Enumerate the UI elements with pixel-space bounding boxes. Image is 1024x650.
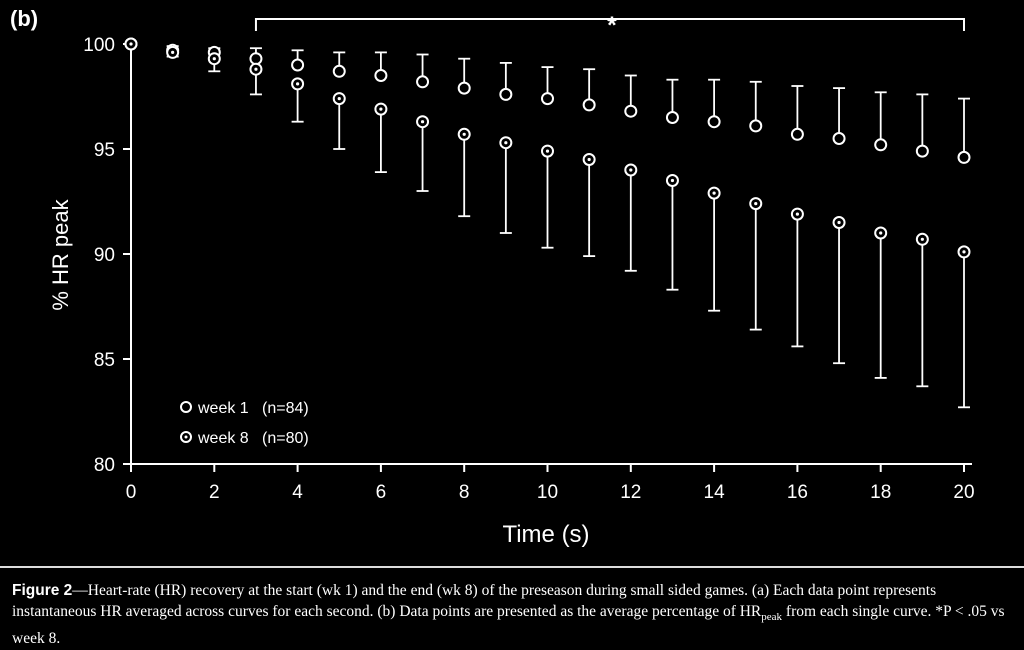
y-axis-label: % HR peak xyxy=(48,198,73,310)
legend-marker xyxy=(180,401,192,413)
data-point-dot xyxy=(420,120,425,124)
x-tick-label: 2 xyxy=(209,482,220,503)
significance-star: * xyxy=(607,12,617,39)
y-tick-label: 80 xyxy=(94,455,115,476)
data-point-dot xyxy=(254,67,258,71)
data-point xyxy=(416,75,430,89)
data-point-dot xyxy=(754,202,758,206)
data-point xyxy=(957,150,971,164)
x-tick-label: 18 xyxy=(870,482,891,503)
x-tick-label: 12 xyxy=(620,482,641,503)
data-point xyxy=(291,58,305,72)
x-tick-label: 20 xyxy=(953,482,974,503)
x-tick-label: 4 xyxy=(292,482,303,503)
data-point xyxy=(499,87,513,101)
data-point-dot xyxy=(670,178,675,183)
caption-figure-label: Figure 2 xyxy=(12,582,73,599)
data-point-dot xyxy=(129,42,133,46)
data-point xyxy=(582,98,596,112)
data-point-dot xyxy=(629,168,633,172)
y-tick-label: 95 xyxy=(94,140,115,161)
legend-label: week 1 xyxy=(197,400,249,417)
data-point xyxy=(541,92,554,106)
caption-text-2: from each single curve. *P < .05 vs week… xyxy=(12,603,1005,648)
data-point xyxy=(749,119,763,133)
data-point-dot xyxy=(379,107,383,111)
data-point xyxy=(249,52,263,66)
x-axis-label: Time (s) xyxy=(502,521,589,548)
x-tick-label: 14 xyxy=(704,482,726,503)
data-point xyxy=(665,111,679,124)
x-tick-label: 0 xyxy=(126,482,137,503)
legend-n: (n=80) xyxy=(262,430,309,447)
data-point xyxy=(915,144,929,158)
data-point xyxy=(874,138,888,152)
y-tick-label: 90 xyxy=(94,245,115,266)
x-tick-label: 8 xyxy=(459,482,470,503)
data-point-dot xyxy=(337,97,341,101)
legend-n: (n=84) xyxy=(262,400,309,417)
data-point-dot xyxy=(545,149,550,153)
caption-subscript: peak xyxy=(761,611,783,624)
hr-recovery-chart: 0 2 4 6 8 10 12 14 16 18 20 80 85 90 95 100 * week 1 (n=… xyxy=(48,12,975,548)
data-point xyxy=(707,115,721,129)
panel-label: (b) xyxy=(10,6,39,31)
legend-label: week 8 xyxy=(197,430,249,447)
x-tick-label: 16 xyxy=(787,482,808,503)
data-point-dot xyxy=(879,231,883,235)
caption-divider xyxy=(0,566,1024,568)
legend-marker-dot xyxy=(184,435,188,439)
series-week-1 xyxy=(124,37,971,164)
data-point-dot xyxy=(462,132,466,136)
y-tick-label: 100 xyxy=(83,35,115,56)
data-point-dot xyxy=(171,50,175,55)
data-point xyxy=(332,64,346,78)
data-point-dot xyxy=(920,237,924,241)
bracket-line xyxy=(254,18,965,31)
x-tick-label: 10 xyxy=(537,482,558,503)
series-week-8 xyxy=(124,37,971,409)
data-point-dot xyxy=(795,212,800,216)
data-point-dot xyxy=(712,191,716,195)
series-layer xyxy=(124,37,971,409)
data-point xyxy=(790,127,804,141)
caption-text-1: —Heart-rate (HR) recovery at the start (… xyxy=(12,582,937,620)
data-point-dot xyxy=(837,220,841,225)
data-point-dot xyxy=(504,141,508,145)
data-point-dot xyxy=(587,157,591,162)
legend: week 1 (n=84) week 8 (n=80) xyxy=(180,400,309,447)
figure-caption: Figure 2—Heart-rate (HR) recovery at the… xyxy=(12,580,1018,649)
x-tick-label: 6 xyxy=(376,482,387,503)
data-point xyxy=(832,132,846,145)
y-tick-label: 85 xyxy=(94,350,115,371)
data-point-dot xyxy=(296,82,300,86)
axes: 0 2 4 6 8 10 12 14 16 18 20 80 85 90 95 100 xyxy=(83,35,974,503)
data-point xyxy=(457,81,471,95)
significance-bracket: * xyxy=(254,12,965,39)
data-point-dot xyxy=(962,250,966,254)
data-point-dot xyxy=(212,57,216,61)
data-point xyxy=(624,104,638,118)
data-point xyxy=(374,69,388,82)
